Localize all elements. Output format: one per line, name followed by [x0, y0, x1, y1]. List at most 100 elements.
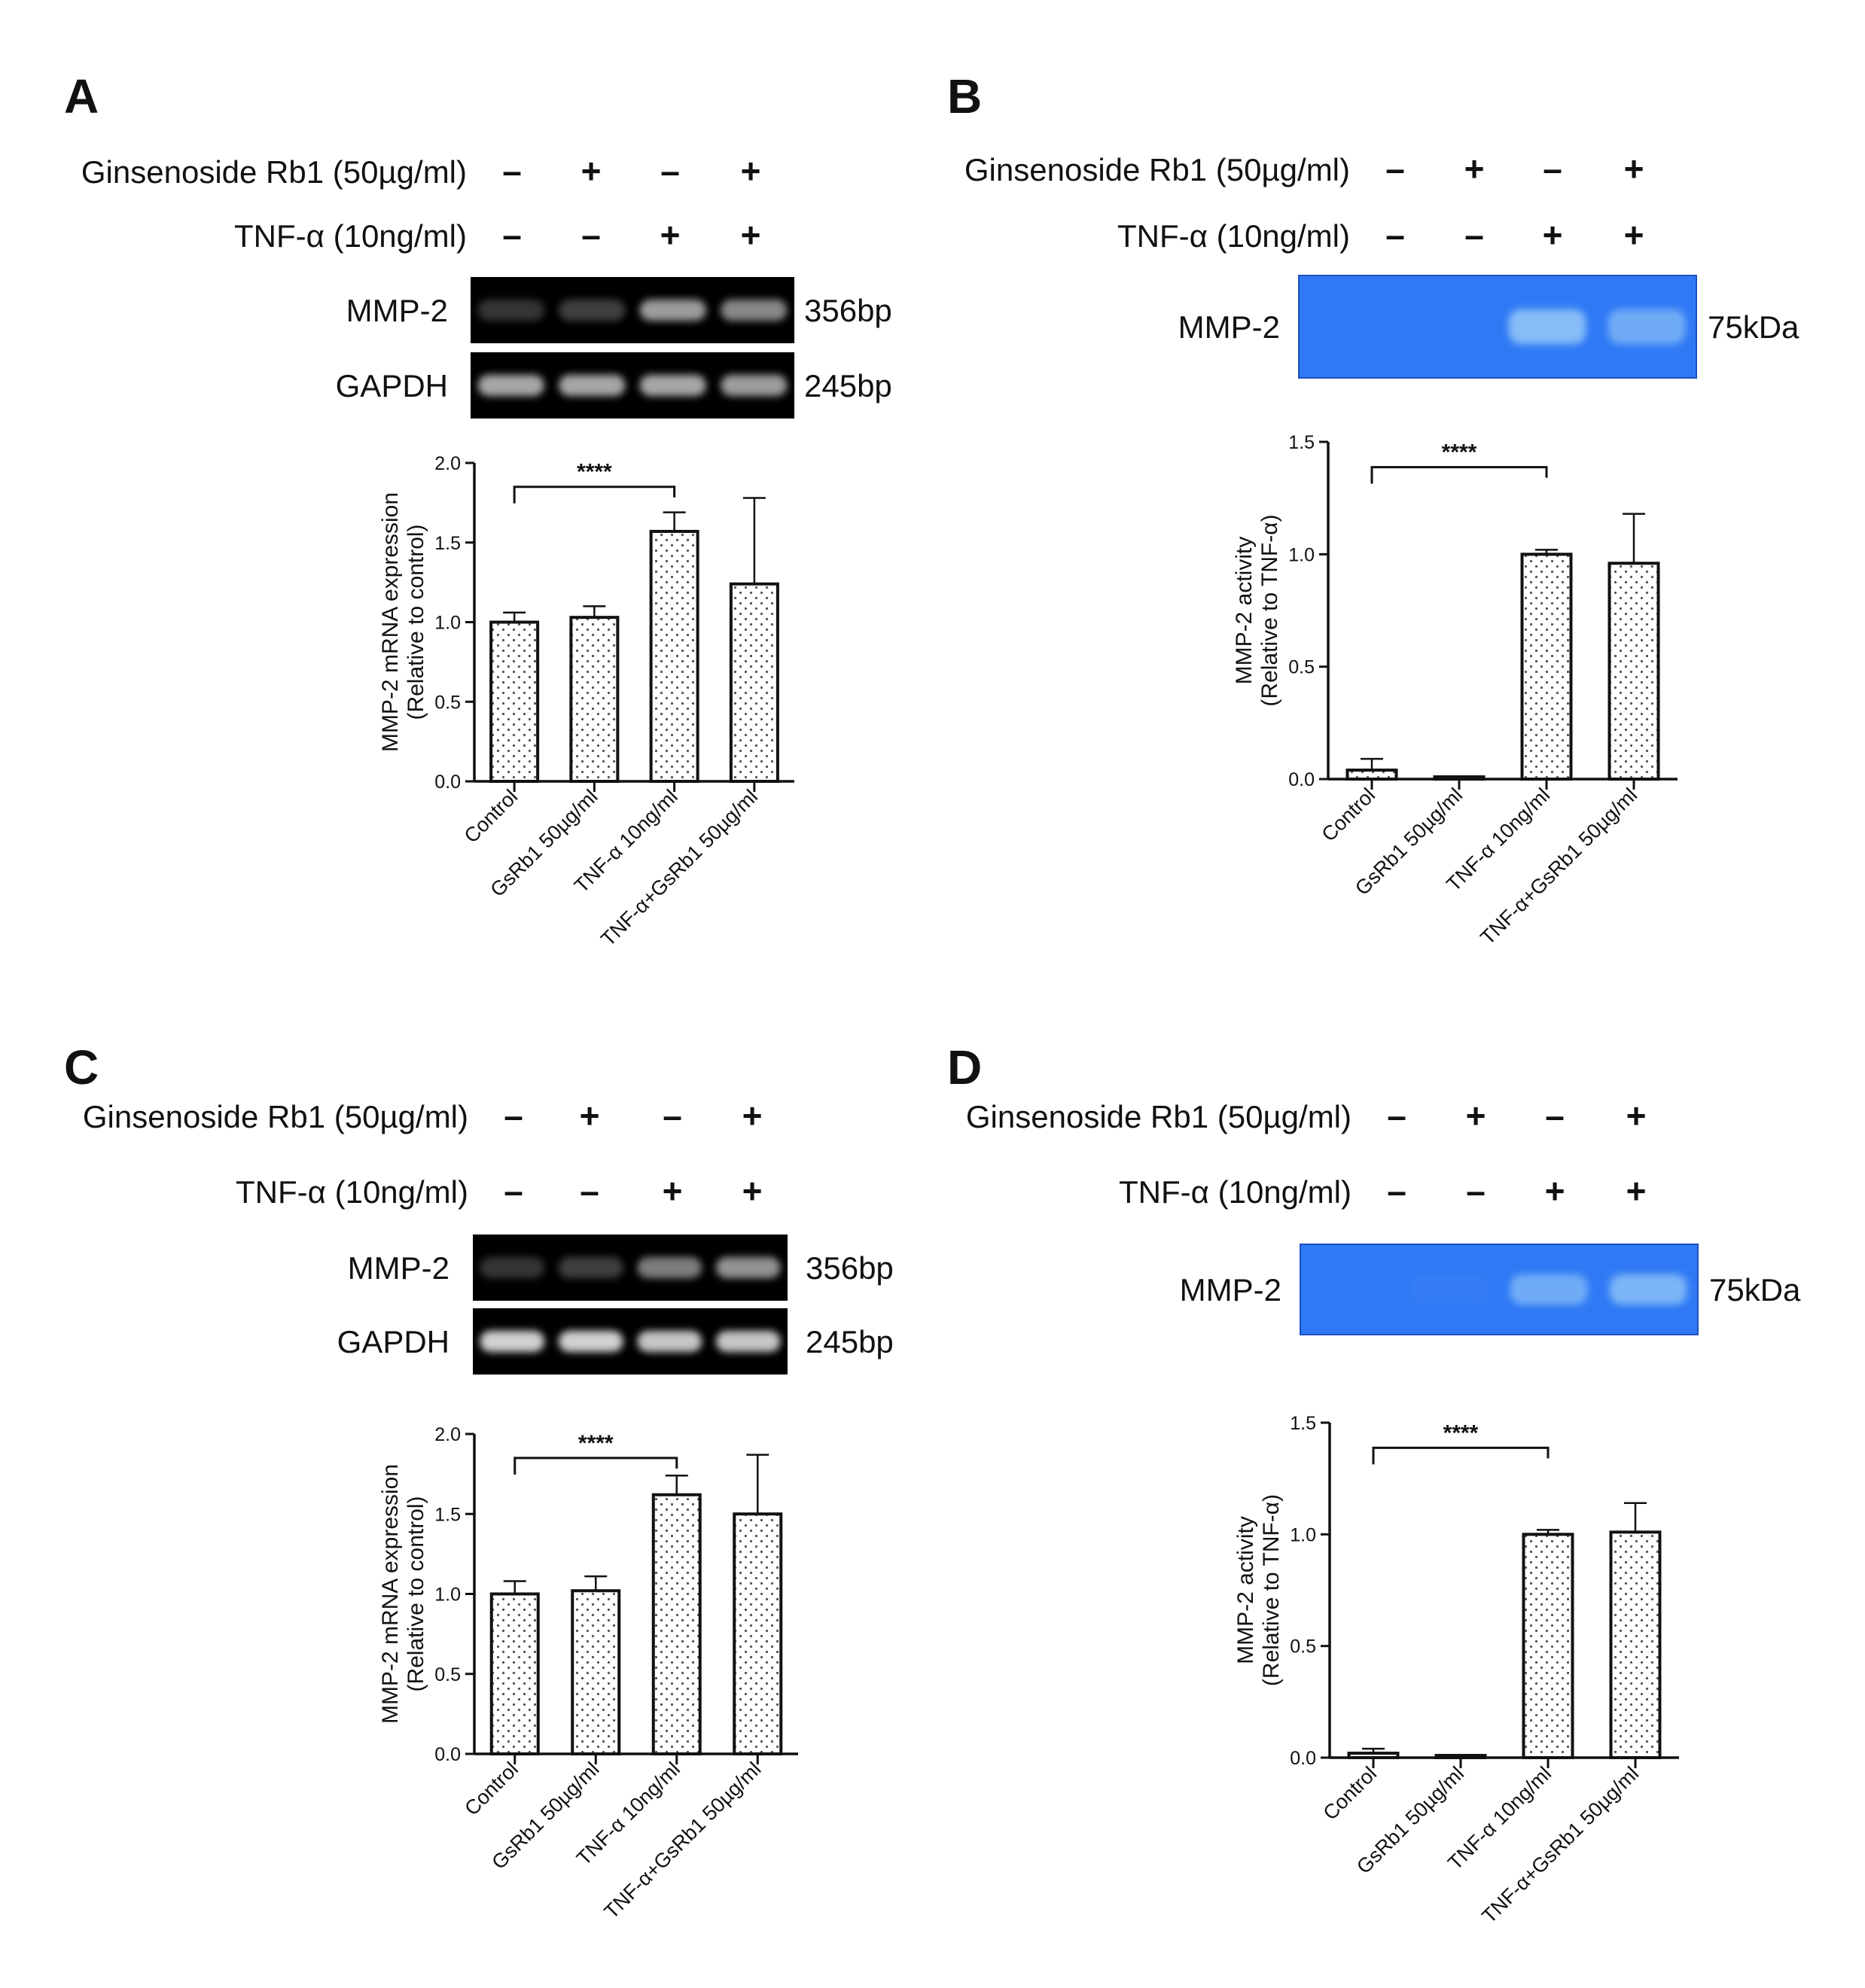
blot-size-label: 245bp — [806, 1324, 894, 1359]
panel-letter: D — [947, 1040, 982, 1094]
significance-label: **** — [1443, 1420, 1479, 1445]
bar — [1345, 769, 1398, 781]
gel-band — [639, 374, 706, 397]
zymogram-image — [1300, 1244, 1699, 1335]
y-tick-label: 0.5 — [434, 1664, 461, 1685]
gel-band — [480, 1256, 545, 1279]
treatment-sign: – — [1545, 1096, 1565, 1135]
zymogram-band — [1410, 1274, 1489, 1305]
y-tick-label: 1.0 — [1288, 544, 1315, 565]
treatment-sign: – — [1387, 1096, 1406, 1135]
treatment-sign: + — [741, 215, 761, 254]
gel-band — [558, 1256, 623, 1279]
treatment-sign: + — [1545, 1171, 1565, 1210]
blot-size-label: 75kDa — [1709, 1272, 1801, 1308]
y-axis-label-line: (Relative to control) — [404, 1496, 428, 1691]
bar — [569, 616, 620, 784]
treatment-label: Ginsenoside Rb1 (50µg/ml) — [81, 154, 467, 190]
treatment-sign: – — [502, 215, 522, 254]
bar-chart: 0.0 0.5 1.0 1.5 2.0 MMP-2 mRNA expression (Rel… — [378, 453, 794, 951]
significance-label: **** — [1442, 440, 1477, 465]
bar — [649, 529, 699, 783]
blot-size-label: 356bp — [806, 1250, 894, 1286]
gel-band — [559, 374, 626, 397]
treatment-sign: – — [581, 215, 601, 254]
y-axis-label: MMP-2 mRNA expression (Relative to contro… — [378, 492, 428, 752]
bar-chart: 0.0 0.5 1.0 1.5 2.0 MMP-2 mRNA expression (Rel… — [378, 1424, 798, 1923]
treatment-sign: – — [504, 1171, 523, 1210]
zymogram-band — [1510, 1274, 1588, 1305]
gel-band — [637, 1330, 702, 1353]
significance-label: **** — [577, 460, 612, 485]
y-tick-label: 0.0 — [434, 1744, 461, 1765]
bar-chart: 0.0 0.5 1.0 1.5 MMP-2 activity (Relative to T… — [1232, 432, 1678, 949]
zymogram-band — [1609, 1274, 1687, 1305]
treatment-label: Ginsenoside Rb1 (50µg/ml) — [83, 1099, 468, 1134]
y-tick-label: 0.0 — [434, 772, 461, 793]
treatment-sign: + — [1626, 1096, 1647, 1135]
y-tick-label: 1.5 — [1288, 432, 1315, 453]
x-tick-label: TNF-α+GsRb1 50µg/ml — [596, 785, 762, 951]
treatment-sign: – — [663, 1096, 682, 1135]
gel-band — [715, 1330, 781, 1353]
zymogram-image — [1298, 275, 1697, 379]
significance-bracket — [513, 1457, 678, 1475]
treatment-sign: – — [1464, 215, 1484, 254]
x-tick-label: TNF-α+GsRb1 50µg/ml — [1476, 784, 1641, 949]
bar — [729, 582, 779, 783]
treatment-sign: + — [1543, 215, 1563, 254]
y-axis-label-line: MMP-2 activity — [1232, 537, 1257, 685]
treatment-sign: – — [1385, 215, 1405, 254]
treatment-sign: + — [581, 151, 602, 190]
x-tick-label: Control — [1318, 1762, 1381, 1825]
y-tick-label: 1.5 — [1290, 1413, 1316, 1434]
bar — [571, 1589, 621, 1755]
gel-band — [558, 1330, 623, 1353]
bar — [1522, 1533, 1574, 1760]
y-tick-label: 0.0 — [1290, 1748, 1316, 1769]
panel-letter: B — [947, 69, 982, 123]
treatment-label: Ginsenoside Rb1 (50µg/ml) — [966, 1099, 1352, 1134]
blot-size-label: 245bp — [804, 368, 892, 403]
blot-size-label: 356bp — [804, 293, 892, 328]
y-tick-label: 1.0 — [1290, 1524, 1316, 1545]
bar — [1347, 1752, 1400, 1759]
significance-bracket — [1370, 466, 1548, 484]
x-tick-label: TNF-α+GsRb1 50µg/ml — [1477, 1762, 1643, 1928]
treatment-sign: – — [504, 1096, 523, 1135]
gel-band — [477, 374, 544, 397]
gel-band — [480, 1330, 545, 1353]
treatment-sign: + — [660, 215, 681, 254]
gel-band — [715, 1256, 781, 1279]
blot-label: MMP-2 — [346, 293, 448, 328]
panel-letter: A — [64, 69, 99, 123]
bar-chart: 0.0 0.5 1.0 1.5 MMP-2 activity (Relative to T… — [1233, 1413, 1679, 1928]
x-tick-label: Control — [460, 1758, 523, 1820]
y-axis-label-line: (Relative to TNF-α) — [1259, 1494, 1284, 1686]
y-axis-label: MMP-2 activity (Relative to TNF-α) — [1233, 1494, 1284, 1686]
treatment-sign: + — [1626, 1171, 1647, 1210]
treatment-sign: – — [1543, 149, 1562, 188]
treatment-sign: – — [1385, 149, 1405, 188]
y-tick-label: 1.0 — [434, 1585, 461, 1606]
bar — [651, 1493, 702, 1755]
bar — [1433, 775, 1486, 781]
gel-band — [639, 299, 706, 321]
bar — [489, 1592, 540, 1755]
y-axis-label-line: MMP-2 activity — [1233, 1516, 1258, 1664]
significance-bracket — [513, 486, 676, 504]
y-axis-label-line: (Relative to TNF-α) — [1257, 514, 1282, 706]
bar — [733, 1512, 783, 1755]
treatment-label: Ginsenoside Rb1 (50µg/ml) — [964, 152, 1350, 187]
treatment-sign: + — [1466, 1096, 1486, 1135]
zymogram-band — [1607, 309, 1686, 345]
treatment-sign: + — [742, 1171, 763, 1210]
bar — [1609, 1530, 1662, 1760]
y-tick-label: 1.0 — [434, 613, 461, 634]
treatment-sign: + — [1464, 149, 1485, 188]
treatment-label: TNF-α (10ng/ml) — [234, 218, 467, 254]
panel-c: C Ginsenoside Rb1 (50µg/ml) – + – + TNF-α (10n… — [64, 1040, 894, 1923]
treatment-sign: – — [502, 151, 522, 190]
